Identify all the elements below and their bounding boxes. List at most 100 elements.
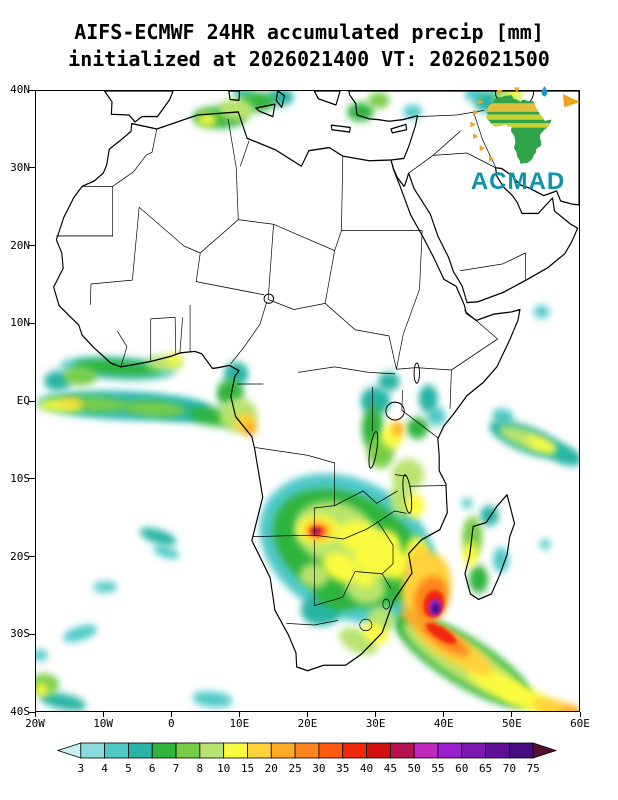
- triangle-icon: [473, 109, 479, 116]
- precip-cell: [391, 421, 404, 436]
- precip-cell: [426, 407, 446, 426]
- lat-tick-label-20N: 20N: [10, 238, 30, 252]
- precip-cell: [418, 384, 438, 413]
- lat-tick-label-20S: 20S: [10, 549, 30, 563]
- colorbar-box: [318, 742, 344, 759]
- lakes-layer: [263, 91, 534, 514]
- precip-cell: [218, 98, 254, 121]
- colorbar-box: [104, 742, 129, 759]
- colorbar-label: 45: [384, 762, 397, 775]
- colorbar-label: 25: [288, 762, 301, 775]
- logo-stripes: [486, 103, 552, 128]
- lon-tick-mark: [102, 712, 104, 717]
- precip-cell: [124, 400, 186, 417]
- lat-tick-label-30N: 30N: [10, 160, 30, 174]
- coastline-layer: [54, 91, 579, 671]
- lon-tick-label-50E: 50E: [501, 717, 522, 730]
- lake-malawi: [402, 474, 413, 514]
- country-borders: [56, 109, 526, 632]
- colorbar-label: 60: [455, 762, 468, 775]
- colorbar-label: 5: [125, 762, 132, 775]
- precip-cell: [460, 498, 474, 508]
- colorbar-label: 4: [101, 762, 108, 775]
- lon-tick-label-30E: 30E: [365, 717, 386, 730]
- precip-cell: [36, 649, 49, 661]
- precip-cell: [532, 698, 579, 711]
- lon-tick-label-20W: 20W: [25, 717, 45, 730]
- acmad-logo: ACMAD: [452, 86, 584, 202]
- precip-cell: [538, 539, 552, 550]
- precip-cell: [39, 692, 87, 711]
- precip-cell: [63, 366, 98, 386]
- lat-tick-label-10S: 10S: [10, 471, 30, 485]
- lon-tick-label-10W: 10W: [93, 717, 114, 730]
- lon-tick-label-40E: 40E: [433, 717, 454, 730]
- middle-east-coastline: [348, 91, 579, 304]
- triangle-icon: [513, 87, 520, 93]
- lon-tick-mark: [307, 712, 308, 717]
- lat-tick-label-30S: 30S: [10, 627, 30, 641]
- logo-swoosh-icon: [562, 94, 581, 108]
- colorbar-label: 30: [312, 762, 325, 775]
- colorbar-box: [223, 742, 248, 759]
- chart-title: AIFS-ECMWF 24HR accumulated precip [mm]: [74, 20, 544, 44]
- precip-cell: [405, 493, 425, 519]
- precip-cell: [346, 102, 375, 122]
- lat-tick-mark: [29, 167, 35, 169]
- logo-stripe: [486, 123, 552, 128]
- colorbar-over-arrow: [532, 742, 557, 759]
- triangle-icon: [488, 155, 495, 162]
- lon-tick-label-0: 0: [167, 717, 175, 730]
- precip-cell: [93, 581, 118, 593]
- lat-tick-mark: [29, 711, 35, 713]
- precip-cell: [60, 398, 83, 407]
- lat-tick-mark: [29, 633, 35, 635]
- lon-tick-mark: [375, 712, 377, 717]
- logo-sahel-stripe: [486, 103, 552, 112]
- precip-cell: [196, 113, 218, 126]
- lat-tick-mark: [29, 400, 35, 402]
- precip-cell: [469, 565, 489, 594]
- logo-triangles: [470, 87, 581, 162]
- lon-tick-label-10E: 10E: [229, 717, 250, 730]
- precip-cell: [492, 547, 510, 573]
- acmad-logo-text: ACMAD: [470, 168, 566, 195]
- lon-tick-mark: [579, 712, 581, 717]
- acmad-logo-graphic: [470, 86, 581, 164]
- colorbar-label: 6: [149, 762, 156, 775]
- colorbar-label: 55: [431, 762, 444, 775]
- map-frame: [35, 90, 580, 712]
- lat-tick-mark: [29, 322, 35, 324]
- precip-cell: [549, 444, 579, 466]
- precip-cell: [243, 422, 257, 436]
- colorbar-label: 50: [408, 762, 421, 775]
- colorbar-label: 20: [265, 762, 278, 775]
- colorbar-box: [80, 742, 106, 759]
- colorbar-label: 65: [479, 762, 492, 775]
- colorbar-box: [413, 742, 439, 759]
- precip-cell: [323, 552, 360, 583]
- colorbar-box: [199, 742, 225, 759]
- precip-cell: [492, 408, 514, 425]
- madagascar-coastline: [464, 494, 516, 601]
- precip-colorbar: 3 4 5 6 7 8 10 15 20 25 30 35 40 45 50 55 60 65 70 75: [57, 742, 557, 775]
- precip-cell: [391, 459, 425, 491]
- colorbar-label: 15: [241, 762, 254, 775]
- lake-tanganyika: [368, 430, 379, 469]
- colorbar-box: [461, 742, 486, 759]
- triangle-icon: [479, 145, 485, 152]
- lon-tick-mark: [443, 712, 445, 717]
- lat-tick-mark: [29, 556, 35, 557]
- precip-cell: [378, 372, 400, 391]
- precip-cell: [153, 545, 180, 559]
- colorbar-box: [294, 742, 320, 759]
- lon-tick-mark: [34, 712, 36, 717]
- precip-cell: [360, 387, 391, 415]
- water-drop-icon: [541, 86, 548, 97]
- lake-chad: [263, 293, 275, 304]
- lat-tick-mark: [29, 478, 35, 480]
- colorbar-under-arrow: [57, 742, 82, 759]
- lon-tick-mark: [170, 712, 172, 717]
- lat-tick-mark: [29, 89, 35, 91]
- precip-cell: [139, 527, 177, 546]
